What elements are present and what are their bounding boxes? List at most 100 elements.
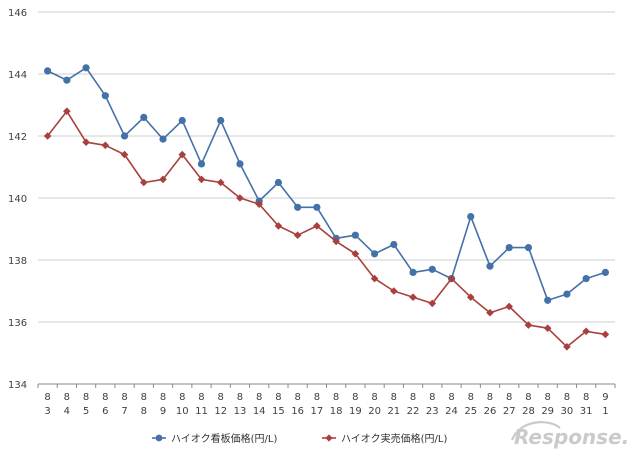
data-point (63, 107, 71, 115)
y-tick-label: 140 (8, 194, 27, 205)
x-tick-day: 21 (387, 406, 400, 417)
x-tick-month: 8 (64, 392, 70, 403)
x-tick-day: 25 (464, 406, 477, 417)
data-point (313, 222, 321, 230)
x-tick-month: 9 (602, 392, 608, 403)
data-point (159, 135, 167, 143)
legend-marker (325, 434, 333, 442)
x-tick-day: 20 (368, 406, 381, 417)
x-tick-day: 22 (407, 406, 420, 417)
data-point (197, 175, 206, 184)
x-tick-day: 28 (522, 406, 535, 417)
series-layer (43, 64, 610, 351)
x-tick-day: 4 (64, 406, 70, 417)
legend-item-2: ハイオク実売価格(円/L) (322, 432, 447, 445)
x-tick-month: 8 (160, 392, 166, 403)
data-point (563, 343, 571, 351)
x-tick-month: 8 (44, 392, 50, 403)
x-tick-day: 7 (121, 406, 127, 417)
x-tick-month: 8 (544, 392, 550, 403)
x-tick-day: 16 (291, 406, 304, 417)
x-tick-day: 10 (176, 406, 189, 417)
x-tick-month: 8 (333, 392, 339, 403)
x-tick-day: 29 (541, 406, 554, 417)
x-tick-month: 8 (391, 392, 397, 403)
x-tick-day: 17 (311, 406, 324, 417)
data-point (428, 265, 436, 273)
watermark-mark: Response. (510, 421, 629, 449)
legend-label: ハイオク実売価格(円/L) (341, 432, 447, 445)
data-point (159, 175, 167, 184)
x-tick-month: 8 (102, 392, 108, 403)
data-point (44, 67, 52, 75)
x-tick-day: 6 (102, 406, 108, 417)
series-line (47, 67, 606, 302)
y-tick-label: 146 (8, 8, 27, 19)
x-tick-day: 24 (445, 406, 458, 417)
x-tick-month: 8 (525, 392, 531, 403)
x-tick-day: 8 (141, 406, 147, 417)
x-tick-month: 8 (121, 392, 127, 403)
x-tick-day: 9 (160, 406, 166, 417)
x-tick-day: 13 (234, 406, 247, 417)
data-point (178, 116, 186, 125)
data-point (486, 308, 494, 317)
data-point (236, 160, 244, 168)
x-tick-month: 8 (83, 392, 89, 403)
series-line (46, 110, 606, 348)
x-tick-month: 8 (314, 392, 320, 403)
x-tick-day: 18 (330, 406, 343, 417)
data-point (543, 324, 552, 332)
x-axis: 8384858687888981081181281381481581681781… (37, 384, 616, 417)
x-tick-month: 8 (275, 392, 281, 403)
x-tick-day: 27 (503, 406, 516, 417)
data-point (351, 250, 360, 258)
data-point (466, 293, 475, 301)
x-tick-month: 8 (256, 392, 262, 403)
data-point (274, 222, 283, 230)
data-point (101, 92, 109, 100)
response-watermark-logo: Response. (510, 421, 629, 449)
x-tick-month: 8 (141, 392, 147, 403)
data-point (370, 250, 379, 258)
y-tick-label: 134 (8, 380, 27, 391)
x-tick-month: 8 (564, 392, 570, 403)
y-tick-label: 136 (8, 318, 27, 329)
series-1 (44, 64, 609, 304)
x-tick-month: 8 (198, 392, 204, 403)
legend: ハイオク看板価格(円/L) ハイオク実売価格(円/L) (152, 432, 447, 445)
x-tick-day: 31 (580, 406, 593, 417)
data-point (139, 178, 148, 187)
data-point (294, 203, 302, 211)
data-point (332, 237, 340, 246)
data-point (140, 113, 148, 121)
data-point (409, 268, 417, 276)
x-tick-month: 8 (352, 392, 358, 403)
data-point (563, 290, 571, 298)
y-tick-label: 142 (8, 132, 27, 143)
data-point (505, 302, 514, 311)
x-tick-month: 8 (294, 392, 300, 403)
data-point (524, 244, 533, 252)
data-point (370, 274, 379, 283)
y-tick-label: 138 (8, 256, 27, 267)
data-point (274, 178, 283, 187)
data-point (313, 203, 321, 211)
x-tick-month: 8 (410, 392, 416, 403)
data-point (409, 293, 417, 301)
data-point (351, 231, 359, 239)
data-point (82, 138, 90, 146)
data-point (390, 287, 398, 295)
data-point (447, 274, 456, 283)
x-tick-day: 5 (83, 406, 89, 417)
legend-item-1: ハイオク看板価格(円/L) (152, 432, 277, 445)
data-point (178, 150, 187, 159)
data-point (601, 330, 610, 339)
data-point (524, 321, 533, 329)
x-tick-month: 8 (218, 392, 224, 403)
data-point (197, 160, 206, 168)
x-tick-day: 15 (272, 406, 285, 417)
x-tick-month: 8 (468, 392, 474, 403)
x-tick-month: 8 (371, 392, 377, 403)
